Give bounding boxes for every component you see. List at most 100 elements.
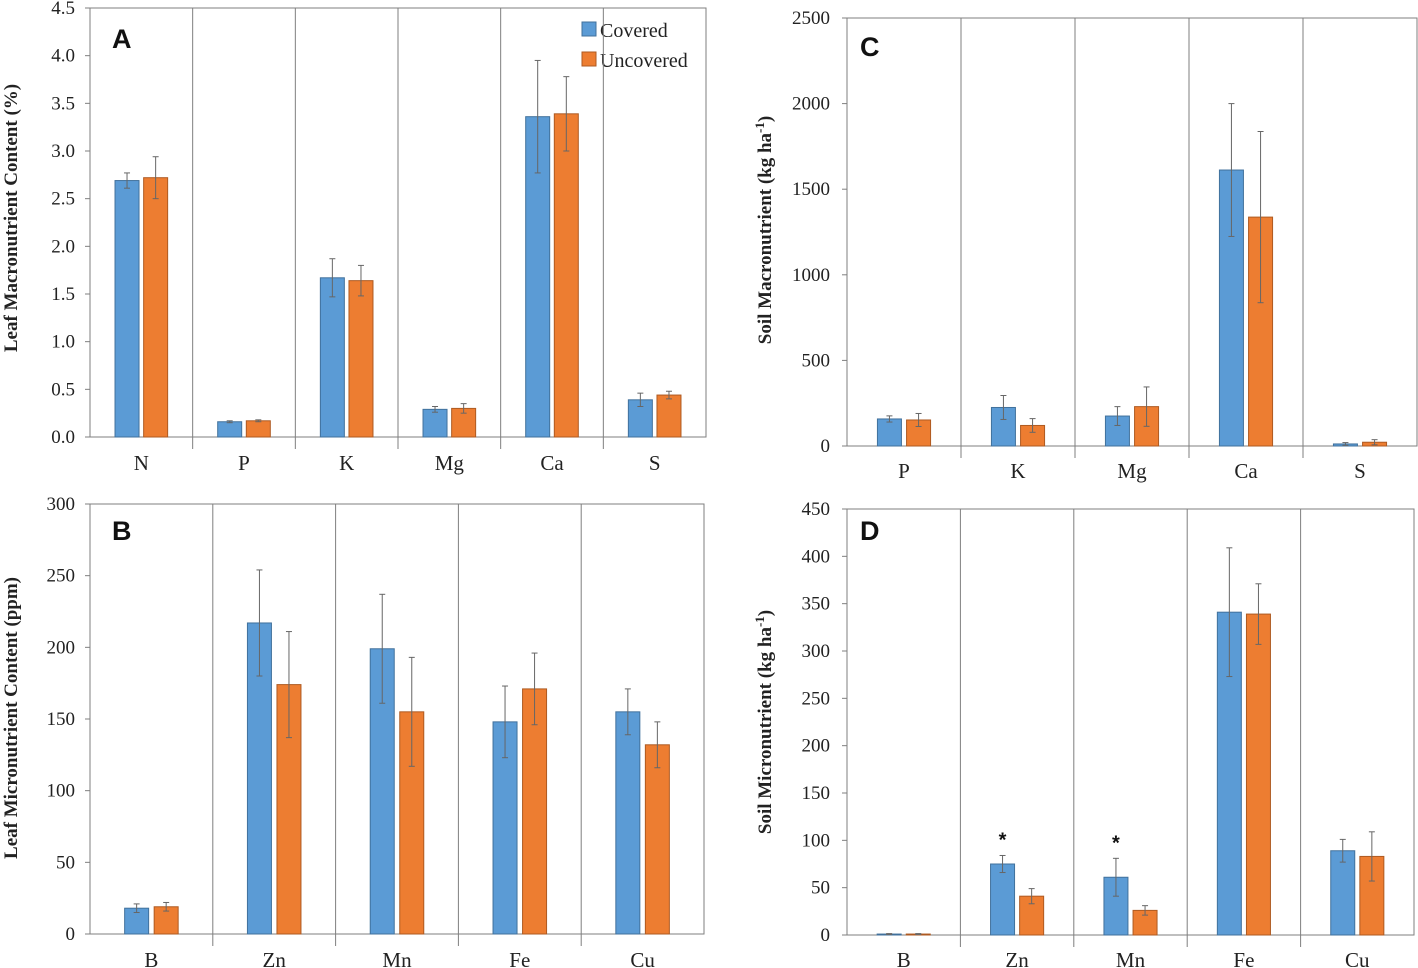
panel-c-ytick-label: 2000 <box>792 94 830 115</box>
legend-uncovered-label: Uncovered <box>600 50 688 72</box>
panel-a-ytick-label: 3.5 <box>51 93 75 114</box>
panel-c-bar-p-covered <box>876 418 902 447</box>
panel-a-bar-s-uncovered <box>656 394 682 438</box>
panel-b-category-label: Cu <box>630 948 655 968</box>
panel-d-ytick-label: 350 <box>802 594 831 615</box>
panel-d-bar-cu-covered <box>1330 850 1356 936</box>
panel-a-ytick-label: 1.0 <box>51 332 75 353</box>
panel-b-ytick-label: 200 <box>47 637 76 658</box>
panel-c-category-label: Mg <box>1117 459 1147 483</box>
legend-covered-label: Covered <box>600 20 668 42</box>
panel-a-bar-n-uncovered <box>143 177 169 438</box>
panel-a-ytick-label: 3.0 <box>51 141 75 162</box>
legend: Covered Uncovered <box>581 20 688 72</box>
panel-c-ytick-label: 2500 <box>792 8 830 29</box>
panel-b-ytick-label: 300 <box>47 494 76 515</box>
panel-c-category-label: S <box>1354 459 1366 483</box>
panel-c-ytick-label: 1000 <box>792 265 830 286</box>
panel-c-ytick-label: 500 <box>802 350 831 371</box>
panel-a-bar-p-covered <box>217 421 243 438</box>
panel-b-bar-cu-uncovered <box>644 744 670 935</box>
panel-a-letter: A <box>112 24 132 54</box>
panel-b-category-label: Fe <box>509 948 530 968</box>
panel-c-ytick-label: 1500 <box>792 179 830 200</box>
panel-a-category-label: N <box>134 451 149 475</box>
panel-a-bar-k-covered <box>319 277 345 438</box>
panel-a-category-label: Ca <box>540 451 564 475</box>
panel-d-significance-marker: * <box>999 829 1007 851</box>
panel-d-ylabel: Soil Micronutrient (kg ha-1) <box>752 610 777 834</box>
panel-b-ytick-label: 50 <box>56 852 75 873</box>
panel-d-letter: D <box>860 516 880 546</box>
panel-b-chart: Leaf Micronutrient Content (ppm) B 0 50 10… <box>1 494 705 968</box>
panel-a-category-label: Mg <box>435 451 465 475</box>
panel-d-category-label: Cu <box>1345 948 1370 968</box>
panel-c-ytick-label: 0 <box>821 436 831 457</box>
panel-a-ytick-label: 0.5 <box>51 379 75 400</box>
panel-c-ylabel-sup: -1 <box>752 122 767 133</box>
panel-c-category-label: P <box>898 459 910 483</box>
panel-b-plot-frame <box>89 503 705 935</box>
panel-d-category-label: Mn <box>1116 948 1146 968</box>
panel-a-bar-p-uncovered <box>245 420 271 438</box>
panel-d-chart: Soil Micronutrient (kg ha-1) D 0 50 100 150… <box>752 499 1415 968</box>
panel-c-letter: C <box>860 32 880 62</box>
panel-b-category-label: Zn <box>263 948 287 968</box>
legend-covered-swatch <box>581 21 597 37</box>
panel-c-ylabel-end: ) <box>755 116 776 122</box>
panel-b-category-label: B <box>144 948 158 968</box>
panel-a-bar-k-uncovered <box>348 280 374 438</box>
panel-c-ylabel: Soil Macronutrient (kg ha-1) <box>752 116 777 344</box>
panel-a-category-label: K <box>339 451 354 475</box>
panel-a-bar-n-covered <box>114 180 140 438</box>
panel-b-bar-cu-covered <box>615 711 641 935</box>
panel-a-chart: Leaf Macronutrient Content (%) A Covered… <box>1 0 707 475</box>
panel-b-ylabel: Leaf Micronutrient Content (ppm) <box>1 577 22 859</box>
panel-d-ylabel-end: ) <box>755 610 776 616</box>
panel-a-ytick-label: 4.0 <box>51 46 75 67</box>
panel-d-ytick-label: 0 <box>821 925 831 946</box>
panel-a-bar-ca-uncovered <box>553 113 579 438</box>
panel-c-chart: Soil Macronutrient (kg ha-1) C 0 500 1000 1… <box>752 8 1418 483</box>
panel-d-ytick-label: 50 <box>811 878 830 899</box>
panel-d-category-label: B <box>897 948 911 968</box>
panel-d-ytick-label: 150 <box>802 783 831 804</box>
panel-b-ytick-label: 150 <box>47 709 76 730</box>
panel-d-ylabel-main: Soil Micronutrient (kg ha <box>755 627 776 835</box>
panel-d-ytick-label: 400 <box>802 546 831 567</box>
panel-b-category-label: Mn <box>382 948 412 968</box>
panel-c-category-label: K <box>1010 459 1025 483</box>
panel-a-ytick-label: 2.5 <box>51 189 75 210</box>
panel-a-category-label: P <box>238 451 250 475</box>
panel-d-ytick-label: 250 <box>802 688 831 709</box>
panel-c-plot-frame <box>846 17 1418 447</box>
panel-d-ylabel-sup: -1 <box>752 616 767 627</box>
panel-c-category-label: Ca <box>1234 459 1258 483</box>
panel-c-ylabel-main: Soil Macronutrient (kg ha <box>755 132 776 344</box>
panel-a-ytick-label: 1.5 <box>51 284 75 305</box>
panel-d-ytick-label: 200 <box>802 736 831 757</box>
panel-d-category-label: Zn <box>1005 948 1029 968</box>
panel-d-significance-marker: * <box>1112 832 1120 854</box>
panel-b-ytick-label: 250 <box>47 566 76 587</box>
panel-a-bar-mg-covered <box>422 408 448 438</box>
legend-uncovered-swatch <box>581 51 597 67</box>
panel-a-ytick-label: 4.5 <box>51 0 75 19</box>
panel-d-ytick-label: 300 <box>802 641 831 662</box>
panel-b-ytick-label: 0 <box>66 924 76 945</box>
panel-d-bar-fe-uncovered <box>1245 613 1271 936</box>
panel-d-category-label: Fe <box>1233 948 1254 968</box>
panel-b-bar-fe-uncovered <box>522 688 548 935</box>
panel-b-ytick-label: 100 <box>47 781 76 802</box>
panel-d-plot-frame <box>846 508 1415 936</box>
panel-d-ytick-label: 100 <box>802 830 831 851</box>
panel-c-bar-ca-covered <box>1218 169 1244 447</box>
panel-d-ytick-label: 450 <box>802 499 831 520</box>
panel-b-letter: B <box>112 516 132 546</box>
panel-d-bar-zn-covered <box>990 863 1016 936</box>
panel-a-ylabel: Leaf Macronutrient Content (%) <box>1 84 22 352</box>
panel-a-ytick-label: 2.0 <box>51 236 75 257</box>
panel-a-ytick-label: 0.0 <box>51 427 75 448</box>
panel-a-category-label: S <box>649 451 661 475</box>
